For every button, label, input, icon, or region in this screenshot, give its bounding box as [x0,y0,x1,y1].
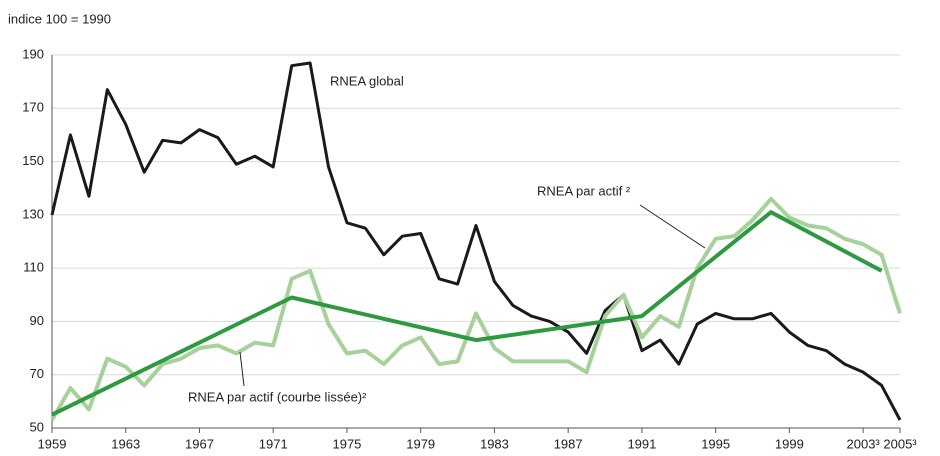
y-tick-label: 170 [22,100,44,115]
y-tick-label: 50 [30,419,44,434]
x-tick-label: 1963 [111,436,140,451]
data-line [51,210,883,417]
x-tick-label: 1971 [259,436,288,451]
x-tick-label: 1999 [775,436,804,451]
x-tick-label: 1975 [332,436,361,451]
series-label: RNEA par actif ² [537,183,631,198]
annotation-leader [239,351,245,387]
y-tick-label: 150 [22,153,44,168]
y-axis-label: indice 100 = 1990 [8,11,111,26]
x-tick-label: 2005³ [883,436,917,451]
x-tick-label: 1979 [406,436,435,451]
y-tick-label: 110 [23,260,44,275]
x-tick-label: 1967 [185,436,214,451]
data-line [50,61,902,421]
y-tick-label: 190 [22,46,44,61]
y-tick-label: 90 [30,313,44,328]
y-tick-label: 70 [30,366,44,381]
x-tick-label: 1983 [480,436,509,451]
annotation-leader [639,204,706,249]
y-tick-label: 130 [22,206,44,221]
x-tick-label: 1959 [38,436,67,451]
series-label: RNEA par actif (courbe lissée)² [188,389,367,404]
series-label: RNEA global [330,73,404,88]
x-tick-label: 1987 [554,436,583,451]
data-line [50,196,902,421]
x-tick-label: 1995 [701,436,730,451]
x-tick-label: 1991 [627,436,656,451]
x-tick-label: 2003³ [847,436,881,451]
